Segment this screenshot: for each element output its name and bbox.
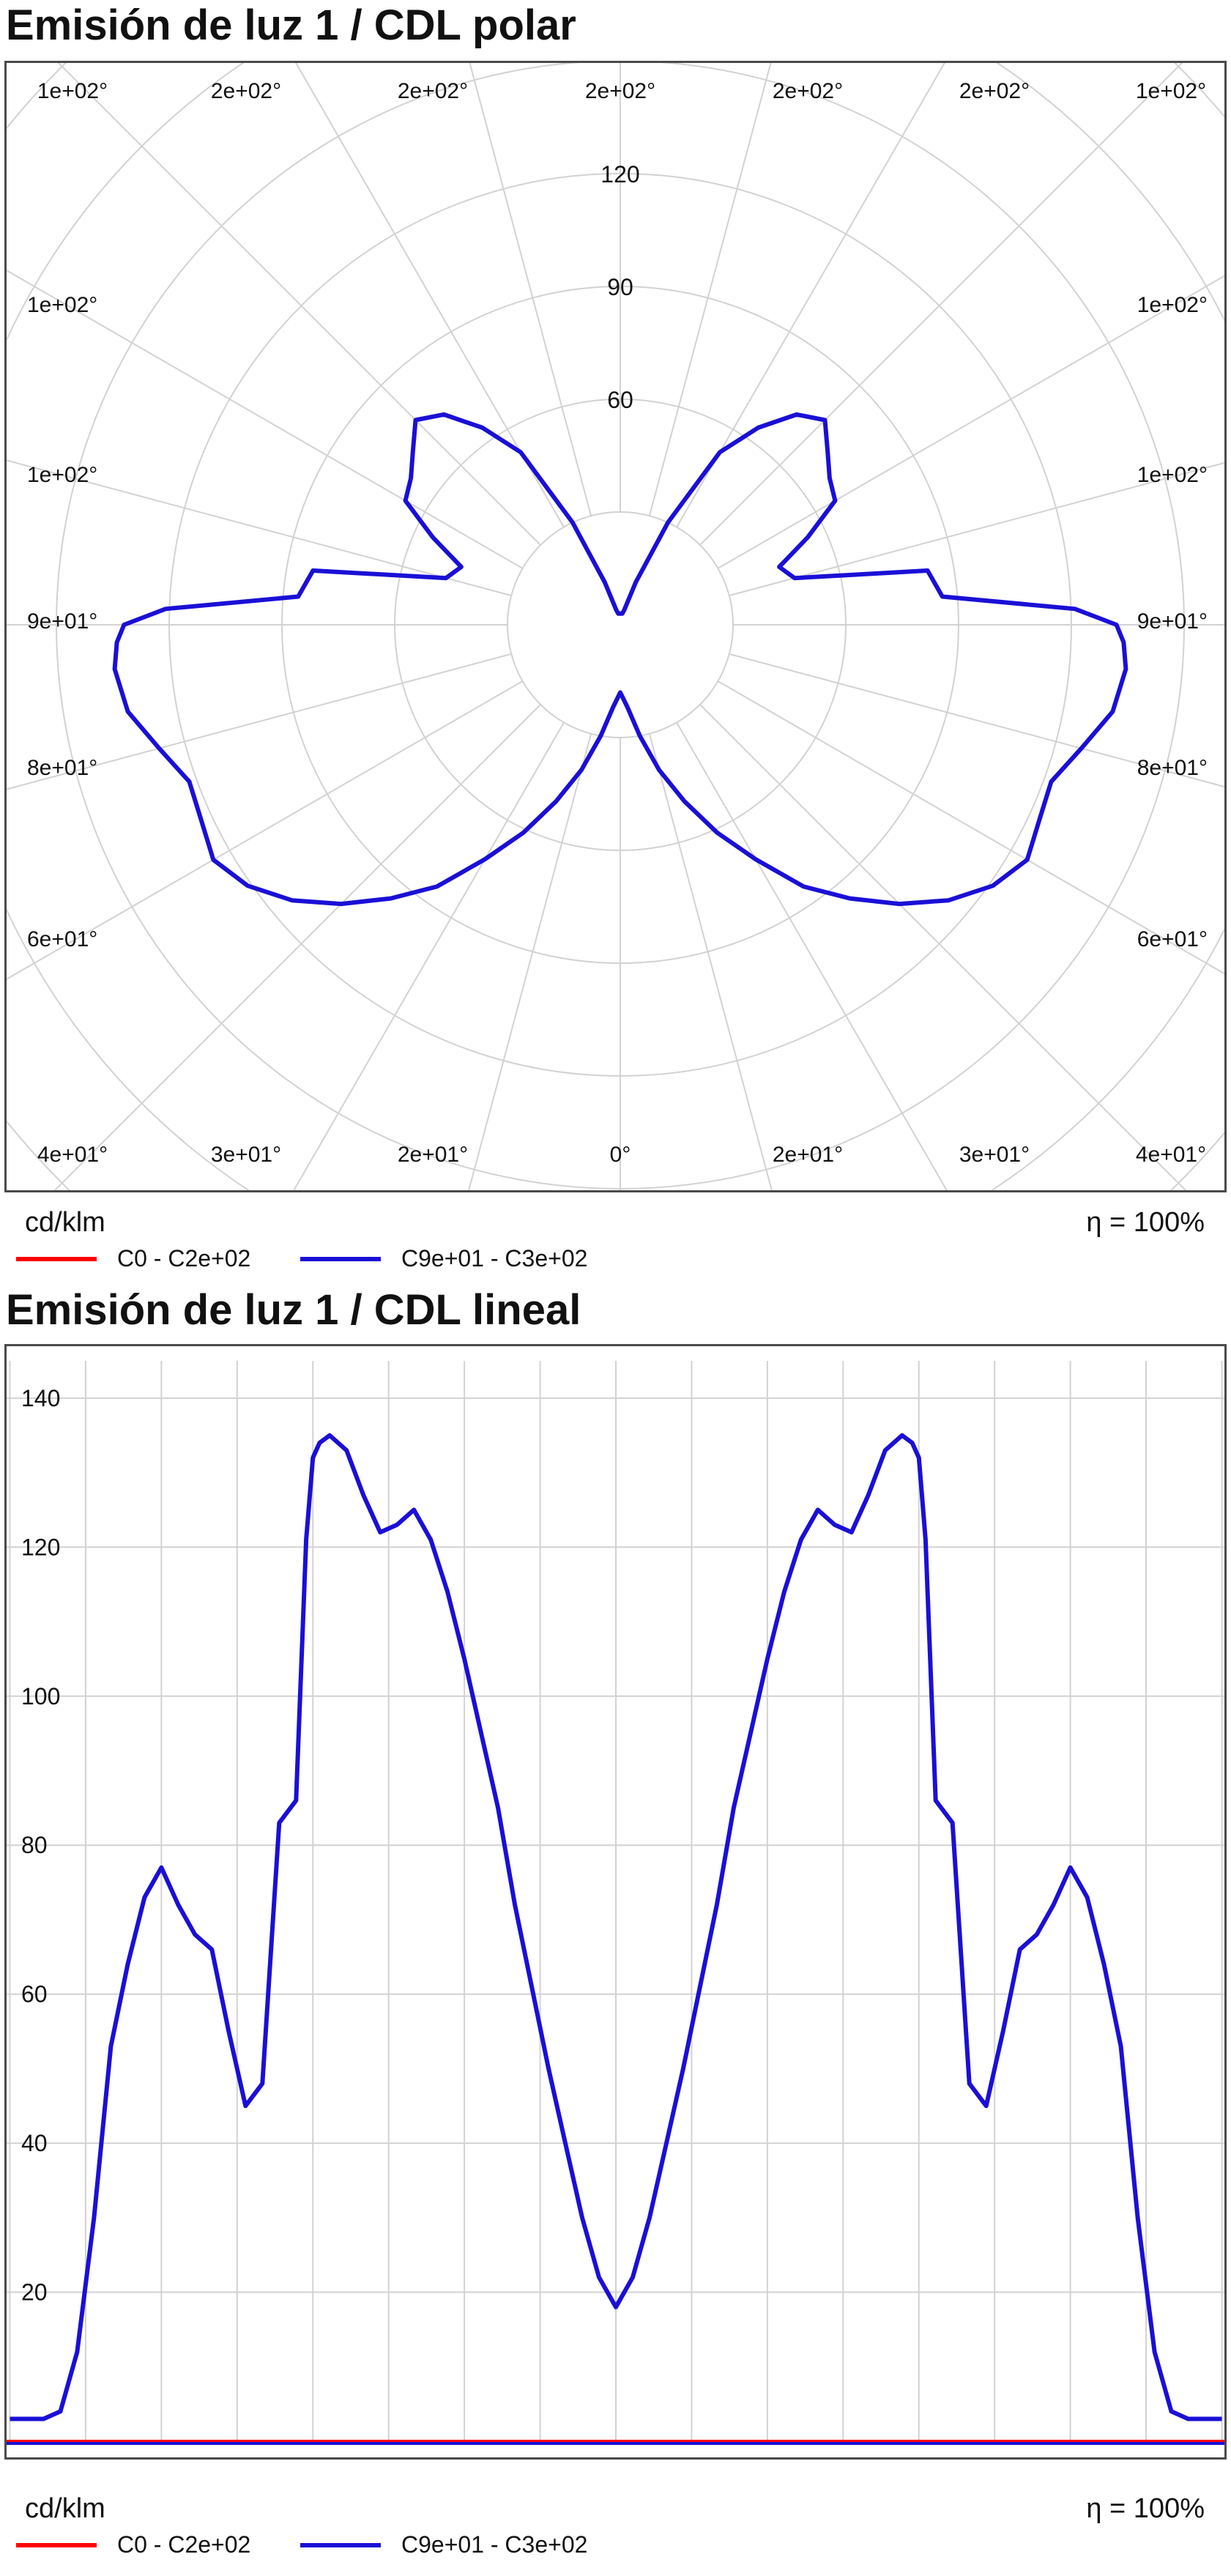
polar-angle-label-bottom: 2e+01° xyxy=(773,1143,843,1167)
polar-spoke xyxy=(469,63,592,516)
lineal-unit-label: cd/klm xyxy=(25,2493,105,2524)
polar-angle-label-bottom: 2e+01° xyxy=(398,1143,468,1167)
lineal-x-tick-label: 135° xyxy=(1046,2453,1095,2457)
lineal-x-tick-label: 45° xyxy=(750,2453,785,2457)
lineal-chart-frame: 20 40 60 80 100 120 140 180° 135° 90° 45° 0° 45° 90° 1… xyxy=(4,1344,1227,2460)
lineal-legend-item-c0: C0 - C2e+02 xyxy=(16,2531,250,2558)
polar-angle-label-top: 2e+02° xyxy=(398,79,468,103)
polar-spoke xyxy=(53,704,541,1190)
lineal-x-tick-label: 0° xyxy=(605,2453,628,2457)
polar-spoke xyxy=(676,721,948,1190)
polar-spoke xyxy=(729,461,1224,597)
lineal-x-tick-label: 135° xyxy=(137,2453,185,2457)
polar-spoke xyxy=(293,721,565,1190)
lineal-y-tick-label: 20 xyxy=(21,2279,48,2306)
polar-grid xyxy=(7,63,1224,1190)
lineal-grid xyxy=(7,1361,1224,2441)
lineal-y-tick-label: 80 xyxy=(21,1832,48,1858)
polar-spoke xyxy=(648,733,773,1190)
lineal-x-tick-label: 180° xyxy=(1165,2453,1213,2457)
polar-ring xyxy=(7,63,1224,1190)
polar-chart: 60 90 120 1e+02° 2e+02° 2e+02° 2e+02° 2e+02° 2e+… xyxy=(7,63,1224,1190)
polar-spoke xyxy=(7,459,512,597)
polar-unit-label: cd/klm xyxy=(25,1207,105,1238)
polar-spoke xyxy=(57,63,541,546)
legend-swatch-red xyxy=(16,1256,97,1261)
polar-angle-label-left: 1e+02° xyxy=(27,293,97,317)
polar-spoke xyxy=(717,275,1224,569)
lineal-series-c90 xyxy=(10,1433,1222,2421)
lineal-efficiency-label: η = 100% xyxy=(1086,2493,1205,2524)
lineal-x-tick-label: 90° xyxy=(901,2453,937,2457)
polar-legend-item-c0: C0 - C2e+02 xyxy=(16,1245,250,1272)
lineal-x-tick-label: 45° xyxy=(447,2453,482,2457)
polar-angle-label-top: 1e+02° xyxy=(1136,79,1206,103)
lineal-y-tick-label: 120 xyxy=(21,1534,60,1560)
polar-radial-tick-label: 120 xyxy=(600,161,639,188)
polar-angle-label-right: 8e+01° xyxy=(1137,756,1208,780)
legend-swatch-blue xyxy=(300,1256,381,1261)
polar-spoke xyxy=(7,653,512,790)
lineal-y-tick-label: 140 xyxy=(21,1385,60,1411)
legend-label: C0 - C2e+02 xyxy=(117,1245,251,1272)
polar-angle-label-bottom: 3e+01° xyxy=(959,1143,1030,1167)
polar-angle-label-bottom: 3e+01° xyxy=(211,1143,281,1167)
polar-angle-label-right: 6e+01° xyxy=(1137,927,1208,951)
legend-label: C9e+01 - C3e+02 xyxy=(401,2531,588,2558)
polar-spoke xyxy=(729,653,1224,788)
polar-angle-label-left: 6e+01° xyxy=(27,927,97,951)
lineal-y-tick-label: 40 xyxy=(21,2130,48,2156)
lineal-x-tick-label: 180° xyxy=(18,2453,67,2457)
lineal-chart: 20 40 60 80 100 120 140 180° 135° 90° 45° 0° 45° 90° 1… xyxy=(7,1361,1224,2457)
lineal-title: Emisión de luz 1 / CDL lineal xyxy=(6,1286,581,1334)
polar-angle-label-right: 1e+02° xyxy=(1137,463,1208,487)
legend-label: C9e+01 - C3e+02 xyxy=(401,1245,588,1272)
polar-spoke xyxy=(676,63,945,528)
polar-ring xyxy=(7,63,1224,1190)
legend-swatch-red xyxy=(16,2542,97,2547)
polar-spoke xyxy=(468,733,592,1190)
polar-angle-label-top: 1e+02° xyxy=(37,79,108,103)
polar-chart-frame: 60 90 120 1e+02° 2e+02° 2e+02° 2e+02° 2e+02° 2e+… xyxy=(4,61,1227,1192)
polar-spoke xyxy=(7,680,524,980)
polar-legend-item-c90: C9e+01 - C3e+02 xyxy=(300,1245,587,1272)
polar-angle-label-top: 2e+02° xyxy=(585,79,655,103)
polar-ring xyxy=(507,511,734,738)
lineal-y-tick-label: 100 xyxy=(21,1683,60,1710)
polar-radial-tick-label: 60 xyxy=(607,387,633,413)
polar-angle-label-bottom: 4e+01° xyxy=(1136,1143,1206,1167)
polar-spoke xyxy=(699,63,1183,546)
polar-efficiency-label: η = 100% xyxy=(1086,1207,1205,1238)
polar-angle-label-top: 2e+02° xyxy=(959,79,1030,103)
polar-angle-label-left: 9e+01° xyxy=(27,609,97,634)
polar-title: Emisión de luz 1 / CDL polar xyxy=(6,1,576,49)
legend-swatch-blue xyxy=(300,2542,381,2547)
polar-spoke xyxy=(295,63,565,528)
lineal-x-tick-label: 90° xyxy=(295,2453,330,2457)
polar-angle-label-top: 2e+02° xyxy=(211,79,281,103)
polar-angle-label-right: 9e+01° xyxy=(1137,609,1208,634)
polar-spoke xyxy=(7,270,524,569)
polar-angle-label-top: 2e+02° xyxy=(773,79,843,103)
polar-angle-label-left: 8e+01° xyxy=(27,756,97,780)
polar-spoke xyxy=(717,680,1224,975)
polar-angle-label-left: 1e+02° xyxy=(27,463,97,487)
polar-angle-label-bottom: 0° xyxy=(610,1143,631,1167)
polar-angle-label-bottom: 4e+01° xyxy=(37,1143,108,1167)
lineal-y-tick-label: 60 xyxy=(21,1981,48,2008)
polar-spoke xyxy=(699,704,1187,1190)
polar-angle-label-right: 1e+02° xyxy=(1137,293,1208,317)
polar-radial-tick-label: 90 xyxy=(607,274,633,300)
polar-ring xyxy=(7,63,1224,1190)
polar-spoke xyxy=(648,63,772,516)
polar-series-c90 xyxy=(112,412,1128,907)
legend-label: C0 - C2e+02 xyxy=(117,2531,251,2558)
lineal-legend-item-c90: C9e+01 - C3e+02 xyxy=(300,2531,587,2558)
